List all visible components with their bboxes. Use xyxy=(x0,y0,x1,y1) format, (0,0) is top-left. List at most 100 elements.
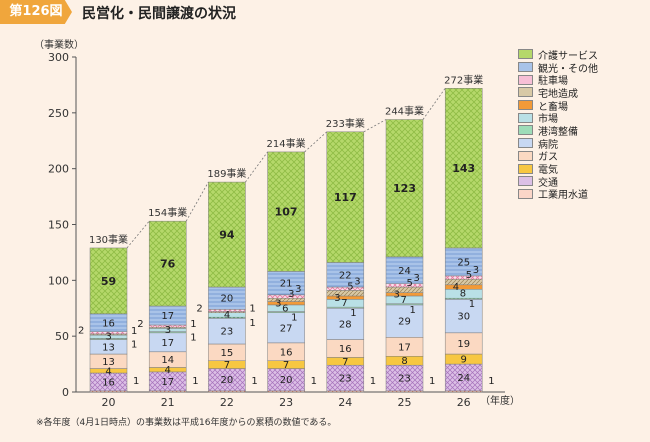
segment-label: 23 xyxy=(339,374,352,385)
legend-item: 港湾整備 xyxy=(518,124,598,138)
bar-segment xyxy=(267,294,305,299)
segment-label: 1 xyxy=(350,308,356,319)
bar-segment xyxy=(326,364,365,392)
header: 第126図 民営化・民間譲渡の状況 xyxy=(0,0,650,24)
segment-label: 17 xyxy=(161,377,174,388)
x-tick-label: 26 xyxy=(457,396,471,409)
legend-item: 宅地造成 xyxy=(518,86,598,100)
segment-label: 1 xyxy=(249,304,255,315)
segment-label: 2 xyxy=(137,319,143,330)
segment-label: 107 xyxy=(275,206,298,219)
connector-line xyxy=(245,151,268,183)
total-label: 272事業 xyxy=(444,73,483,86)
segment-label: 8 xyxy=(401,356,407,367)
bar-segment xyxy=(444,278,483,286)
y-tick-label: 150 xyxy=(48,219,69,232)
bar-segment xyxy=(444,275,483,280)
connector-line xyxy=(422,88,446,120)
legend-item: 介護サービス xyxy=(518,48,598,62)
x-tick-label: 24 xyxy=(338,396,352,409)
segment-label: 3 xyxy=(394,290,400,301)
bar-segment xyxy=(326,308,365,340)
connector-line xyxy=(126,220,150,249)
segment-label: 13 xyxy=(102,342,115,353)
segment-label: 1 xyxy=(311,376,317,387)
segment-label: 16 xyxy=(280,347,293,358)
segment-label: 4 xyxy=(453,282,459,293)
segment-label: 13 xyxy=(102,357,115,368)
total-label: 214事業 xyxy=(267,137,306,150)
y-tick-label: 0 xyxy=(62,386,69,399)
segment-label: 143 xyxy=(452,162,475,175)
bar-segment xyxy=(444,247,483,277)
legend-label: 駐車場 xyxy=(538,76,568,88)
segment-label: 1 xyxy=(133,376,139,387)
y-axis-unit-label: （事業数） xyxy=(34,40,84,51)
x-tick-label: 25 xyxy=(398,396,412,409)
segment-label: 30 xyxy=(457,312,470,323)
legend: 介護サービス 観光・その他 駐車場 宅地造成 と畜場 市場 港湾整備 病院 ガス 電気 交通 工業用水… xyxy=(518,48,598,202)
segment-label: 17 xyxy=(161,338,174,349)
segment-label: 4 xyxy=(165,365,171,376)
legend-label: 港湾整備 xyxy=(538,126,578,138)
segment-label: 3 xyxy=(473,265,479,276)
legend-swatch xyxy=(518,74,533,85)
segment-label: 3 xyxy=(165,325,171,336)
legend-swatch xyxy=(518,62,533,73)
segment-label: 59 xyxy=(101,275,116,288)
segment-label: 1 xyxy=(291,313,297,324)
segment-label: 7 xyxy=(283,360,289,371)
y-tick-label: 200 xyxy=(48,163,69,176)
legend-label: 工業用水道 xyxy=(538,190,588,202)
legend-label: 電気 xyxy=(538,165,558,177)
segment-label: 1 xyxy=(370,376,376,387)
segment-label: 6 xyxy=(282,303,288,314)
segment-label: 4 xyxy=(105,366,111,377)
bar-segment xyxy=(208,181,246,288)
segment-label: 7 xyxy=(341,298,347,309)
legend-swatch xyxy=(518,87,533,98)
segment-label: 22 xyxy=(339,270,352,281)
bar-segment xyxy=(385,119,424,258)
y-tick-label: 300 xyxy=(48,51,69,64)
segment-label: 20 xyxy=(280,375,293,386)
legend-swatch xyxy=(518,100,533,111)
segment-label: 1 xyxy=(190,319,196,330)
segment-label: 24 xyxy=(457,373,470,384)
connector-line xyxy=(363,119,387,133)
segment-label: 1 xyxy=(190,333,196,344)
connector-line xyxy=(185,181,209,222)
segment-label: 3 xyxy=(354,276,360,287)
segment-label: 29 xyxy=(398,317,411,328)
segment-label: 1 xyxy=(469,299,475,310)
legend-item: と畜場 xyxy=(518,99,598,113)
legend-label: 交通 xyxy=(538,177,558,189)
legend-swatch xyxy=(518,176,533,187)
segment-label: 1 xyxy=(249,318,255,329)
bar-segment xyxy=(385,256,424,284)
segment-label: 17 xyxy=(161,311,174,322)
segment-label: 3 xyxy=(334,293,340,304)
segment-label: 28 xyxy=(339,319,352,330)
legend-item: ガス xyxy=(518,150,598,163)
legend-label: ガス xyxy=(538,152,558,164)
segment-label: 24 xyxy=(398,266,411,277)
segment-label: 1 xyxy=(488,376,494,387)
segment-label: 7 xyxy=(401,295,407,306)
segment-label: 23 xyxy=(398,374,411,385)
segment-label: 123 xyxy=(393,182,416,195)
segment-label: 16 xyxy=(102,377,115,388)
x-tick-label: 23 xyxy=(279,396,293,409)
x-axis: （年度） xyxy=(480,394,520,407)
segment-label: 16 xyxy=(102,318,115,329)
segment-label: 16 xyxy=(339,344,352,355)
legend-swatch xyxy=(518,188,533,199)
segment-label: 8 xyxy=(460,289,466,300)
footnote: ※各年度（4月1日時点）の事業数は平成16年度からの累積の数値である。 xyxy=(36,418,337,428)
segment-label: 19 xyxy=(457,339,470,350)
segment-label: 5 xyxy=(347,281,353,292)
figure-title: 民営化・民間譲渡の状況 xyxy=(82,6,236,22)
bar-segment xyxy=(148,220,187,307)
bar-segment xyxy=(385,364,424,392)
total-label: 244事業 xyxy=(385,105,424,118)
